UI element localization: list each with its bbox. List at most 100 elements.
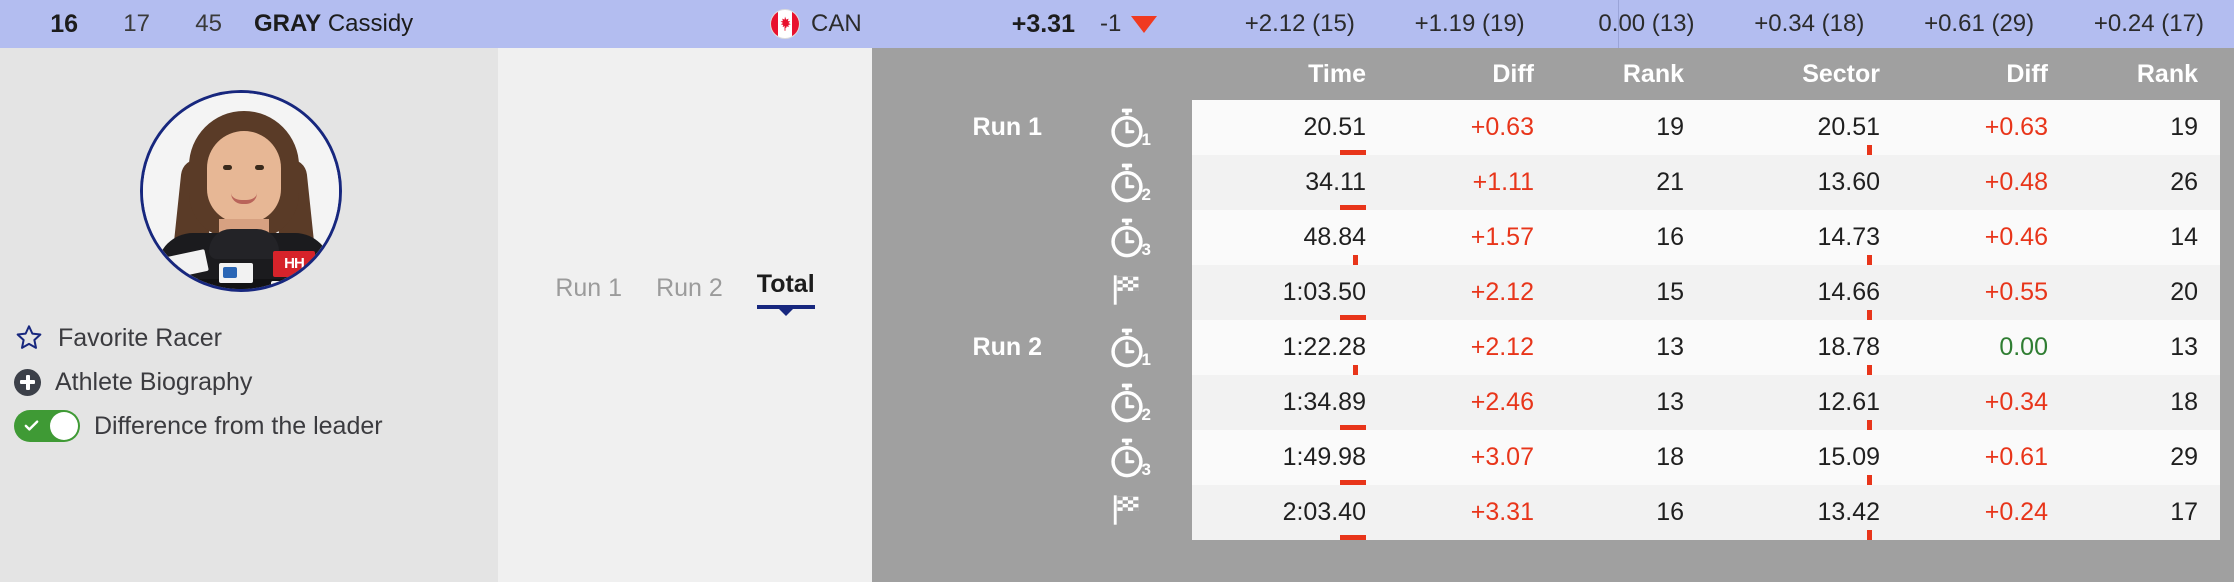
cell-sector-rank: 26 <box>2070 155 2220 210</box>
stopwatch-icon: 3 <box>1105 216 1151 260</box>
cell-diff: +1.11 <box>1388 155 1556 210</box>
cell-sector: 14.73 <box>1706 210 1902 265</box>
stopwatch-icon: 1 <box>1105 326 1151 370</box>
stopwatch-index: 3 <box>1141 239 1151 259</box>
table-row[interactable]: 3 1:49.98 +3.07 18 15.09 +0.61 29 <box>872 430 2234 485</box>
header-split-6: +0.24 (17) <box>2093 10 2204 37</box>
athlete-first-name: Cassidy <box>327 10 414 37</box>
tab-total[interactable]: Total <box>756 270 815 316</box>
cell-time: 2:03.40 <box>1192 485 1388 540</box>
table-row[interactable]: 2 34.11 +1.11 21 13.60 +0.48 26 <box>872 155 2234 210</box>
total-diff-value: +3.31 <box>1011 9 1075 38</box>
header-split-1: +2.12 (15) <box>1244 10 1355 37</box>
table-row[interactable]: Run 1 1 20.51 +0.63 19 20.51 +0.63 19 <box>872 100 2234 155</box>
row-values: 2:03.40 +3.31 16 13.42 +0.24 17 <box>1192 485 2234 540</box>
run-label <box>872 265 1062 320</box>
row-label-group: 3 <box>872 210 1192 265</box>
cell-sector-rank: 14 <box>2070 210 2220 265</box>
avatar-photo: HH <box>143 93 339 289</box>
athlete-name: GRAY Cassidy <box>222 10 413 38</box>
athlete-info-panel: HH Favorite Racer Athlete Biography <box>0 48 498 582</box>
row-label-group <box>872 265 1192 320</box>
table-row[interactable]: 3 48.84 +1.57 16 14.73 +0.46 14 <box>872 210 2234 265</box>
column-header-time: Time <box>1308 59 1366 88</box>
run-label <box>872 485 1062 540</box>
header-split-2: +1.19 (19) <box>1414 10 1525 37</box>
cell-sector: 13.60 <box>1706 155 1902 210</box>
header-split-list: +2.12 (15) +1.19 (19) 0.00 (13) +0.34 (1… <box>1215 0 2234 48</box>
table-row[interactable]: 2 1:34.89 +2.46 13 12.61 +0.34 18 <box>872 375 2234 430</box>
delta-tick <box>1867 310 1872 320</box>
cell-diff: +3.07 <box>1388 430 1556 485</box>
split-icon-cell <box>1062 265 1192 320</box>
cell-sector-rank: 20 <box>2070 265 2220 320</box>
cell-diff: +2.46 <box>1388 375 1556 430</box>
cell-sector-diff: +0.63 <box>1902 100 2070 155</box>
split-icon-cell: 3 <box>1062 210 1192 265</box>
cell-sector-rank: 18 <box>2070 375 2220 430</box>
delta-tick <box>1353 255 1358 265</box>
cell-sector-diff: +0.34 <box>1902 375 2070 430</box>
row-label-group: Run 1 1 <box>872 100 1192 155</box>
table-row[interactable]: 2:03.40 +3.31 16 13.42 +0.24 17 <box>872 485 2234 540</box>
cell-time: 1:34.89 <box>1192 375 1388 430</box>
cell-sector-diff: 0.00 <box>1902 320 2070 375</box>
cell-sector-diff: +0.48 <box>1902 155 2070 210</box>
cell-sector-diff: +0.55 <box>1902 265 2070 320</box>
split-icon-cell: 2 <box>1062 375 1192 430</box>
stopwatch-index: 3 <box>1141 459 1151 479</box>
delta-tick <box>1867 365 1872 375</box>
cell-sector: 14.66 <box>1706 265 1902 320</box>
stopwatch-icon: 2 <box>1105 161 1151 205</box>
stopwatch-icon: 3 <box>1105 436 1151 480</box>
cell-rank: 19 <box>1556 100 1706 155</box>
row-values: 1:49.98 +3.07 18 15.09 +0.61 29 <box>1192 430 2234 485</box>
delta-tick <box>1867 475 1872 485</box>
cell-sector-rank: 17 <box>2070 485 2220 540</box>
bib-value: 17 <box>123 10 150 37</box>
star-outline-icon <box>16 325 42 349</box>
difference-from-leader-option[interactable]: Difference from the leader <box>14 404 484 448</box>
athlete-header-row[interactable]: 16 17 45 GRAY Cassidy CAN +3.31 -1 +2.12… <box>0 0 2234 48</box>
finish-flag-icon <box>1109 272 1145 313</box>
difference-from-leader-label: Difference from the leader <box>94 411 383 440</box>
cell-sector: 20.51 <box>1706 100 1902 155</box>
split-times-table: Time Diff Rank Sector Diff Rank Run 1 1 … <box>872 48 2234 582</box>
header-split-3: 0.00 (13) <box>1598 10 1695 37</box>
row-values: 48.84 +1.57 16 14.73 +0.46 14 <box>1192 210 2234 265</box>
detail-body: HH Favorite Racer Athlete Biography <box>0 48 2234 582</box>
flag-canada-icon <box>770 9 800 39</box>
tab-run-1[interactable]: Run 1 <box>555 274 623 302</box>
athlete-last-name: GRAY <box>254 10 322 37</box>
table-header-row: Time Diff Rank Sector Diff Rank <box>872 48 2234 100</box>
cell-diff: +0.63 <box>1388 100 1556 155</box>
split-icon-cell: 3 <box>1062 430 1192 485</box>
column-header-sector: Sector <box>1802 59 1880 88</box>
cell-rank: 16 <box>1556 210 1706 265</box>
cell-sector-diff: +0.61 <box>1902 430 2070 485</box>
column-header-diff: Diff <box>1492 59 1534 88</box>
cell-diff: +2.12 <box>1388 265 1556 320</box>
cell-sector-rank: 13 <box>2070 320 2220 375</box>
athlete-biography-label: Athlete Biography <box>55 367 253 396</box>
stopwatch-index: 2 <box>1141 404 1151 424</box>
toggle-on-icon[interactable] <box>14 410 80 442</box>
table-row[interactable]: Run 2 1 1:22.28 +2.12 13 18.78 0.00 13 <box>872 320 2234 375</box>
athlete-biography-option[interactable]: Athlete Biography <box>14 360 484 404</box>
cell-sector-rank: 29 <box>2070 430 2220 485</box>
favorite-racer-option[interactable]: Favorite Racer <box>14 316 484 360</box>
delta-tick <box>1867 530 1872 540</box>
rank-value: 16 <box>50 9 78 38</box>
avatar[interactable]: HH <box>140 90 342 292</box>
tab-run-2[interactable]: Run 2 <box>656 274 723 302</box>
delta-tick <box>1340 205 1366 210</box>
sponsor-logo: HH <box>273 251 315 277</box>
cell-sector: 18.78 <box>1706 320 1902 375</box>
cell-sector: 15.09 <box>1706 430 1902 485</box>
delta-tick <box>1353 365 1358 375</box>
row-label-group <box>872 485 1192 540</box>
delta-tick <box>1340 480 1366 485</box>
cell-time: 1:22.28 <box>1192 320 1388 375</box>
table-row[interactable]: 1:03.50 +2.12 15 14.66 +0.55 20 <box>872 265 2234 320</box>
